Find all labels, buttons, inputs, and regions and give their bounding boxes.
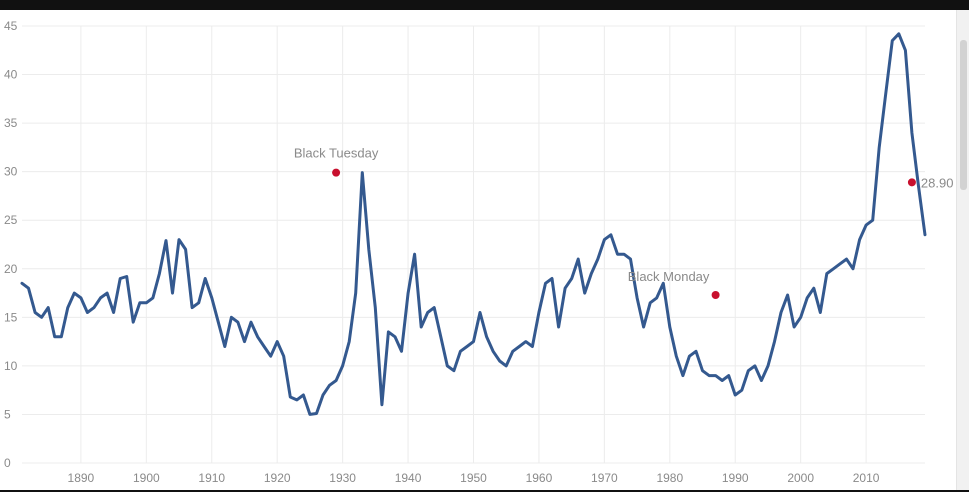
y-axis: 0 5 10 15 20 25 30 35 40 45 [4,19,18,470]
annotation-label: Black Tuesday [294,146,379,161]
annotation-marker[interactable] [907,178,916,187]
y-tick-label: 45 [4,19,18,33]
x-tick-label: 1950 [460,471,487,485]
annotation-label: 28.90 [921,175,954,190]
chart-panel [0,10,969,490]
x-tick-label: 1970 [591,471,618,485]
y-tick-label: 15 [4,310,18,324]
x-tick-label: 2000 [787,471,814,485]
x-tick-label: 1900 [133,471,160,485]
y-tick-label: 25 [4,213,18,227]
vertical-scrollbar[interactable] [956,10,969,490]
gridlines [22,25,925,464]
series-lines [20,32,927,416]
annotation-marker[interactable] [711,290,720,299]
x-tick-label: 1960 [526,471,553,485]
x-tick-label: 1930 [329,471,356,485]
x-axis: 1890 1900 1910 1920 1930 1940 1950 1960 1970 1980… [68,471,880,485]
annotation-label: Black Monday [628,269,710,284]
annotation-marker[interactable] [332,168,341,177]
y-tick-label: 5 [4,407,11,421]
y-tick-label: 10 [4,359,18,373]
y-tick-label: 35 [4,116,18,130]
x-tick-label: 1990 [722,471,749,485]
y-tick-label: 40 [4,68,18,82]
x-tick-label: 2010 [853,471,880,485]
scrollbar-thumb[interactable] [960,40,967,190]
series-line [20,32,927,416]
x-tick-label: 1920 [264,471,291,485]
x-tick-label: 1890 [68,471,95,485]
y-tick-label: 30 [4,165,18,179]
x-tick-label: 1980 [656,471,683,485]
x-tick-label: 1910 [198,471,225,485]
annotations: Black Tuesday Black Monday 28.90 [294,146,954,299]
x-tick-label: 1940 [395,471,422,485]
y-tick-label: 0 [4,456,11,470]
y-tick-label: 20 [4,262,18,276]
